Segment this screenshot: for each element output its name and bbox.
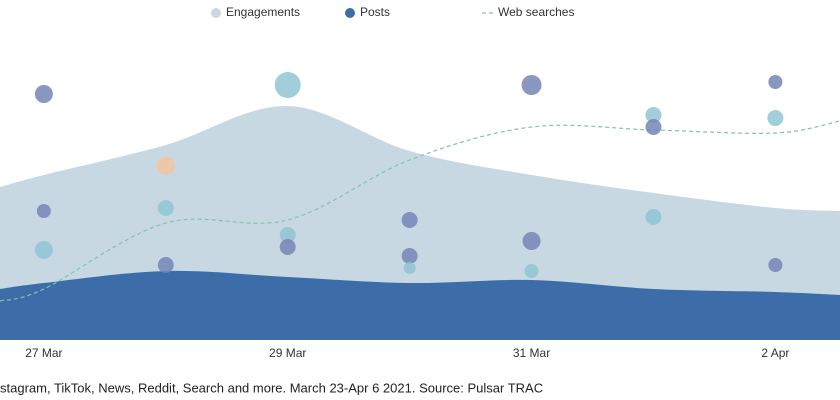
bubble (34, 85, 53, 103)
bubble (521, 75, 542, 95)
bubble (524, 264, 539, 278)
caption: stagram, TikTok, News, Reddit, Search an… (0, 380, 543, 395)
legend-label: Engagements (226, 5, 300, 19)
x-tick-label: 31 Mar (513, 346, 550, 360)
bubble (767, 110, 784, 126)
legend-marker (211, 8, 221, 18)
bubble (279, 227, 296, 243)
bubble (645, 119, 662, 135)
bubble (157, 257, 174, 273)
x-tick-label: 29 Mar (269, 346, 306, 360)
legend-label: Posts (360, 5, 390, 19)
bubble (156, 157, 175, 175)
bubble (768, 75, 783, 89)
bubble (279, 239, 296, 255)
bubble (401, 212, 418, 228)
bubble (768, 258, 783, 272)
x-tick-label: 27 Mar (25, 346, 62, 360)
x-tick-label: 2 Apr (761, 346, 789, 360)
area (0, 270, 840, 340)
bubble (645, 107, 662, 123)
bubble (403, 262, 416, 274)
bubble (36, 204, 51, 218)
legend-marker (345, 8, 355, 18)
bubble (401, 248, 418, 264)
legend-label: Web searches (498, 5, 574, 19)
bubble (645, 209, 662, 225)
bubble (34, 241, 53, 259)
bubble (522, 232, 541, 250)
bubble (274, 72, 301, 98)
bubble (157, 200, 174, 216)
line (0, 120, 840, 302)
